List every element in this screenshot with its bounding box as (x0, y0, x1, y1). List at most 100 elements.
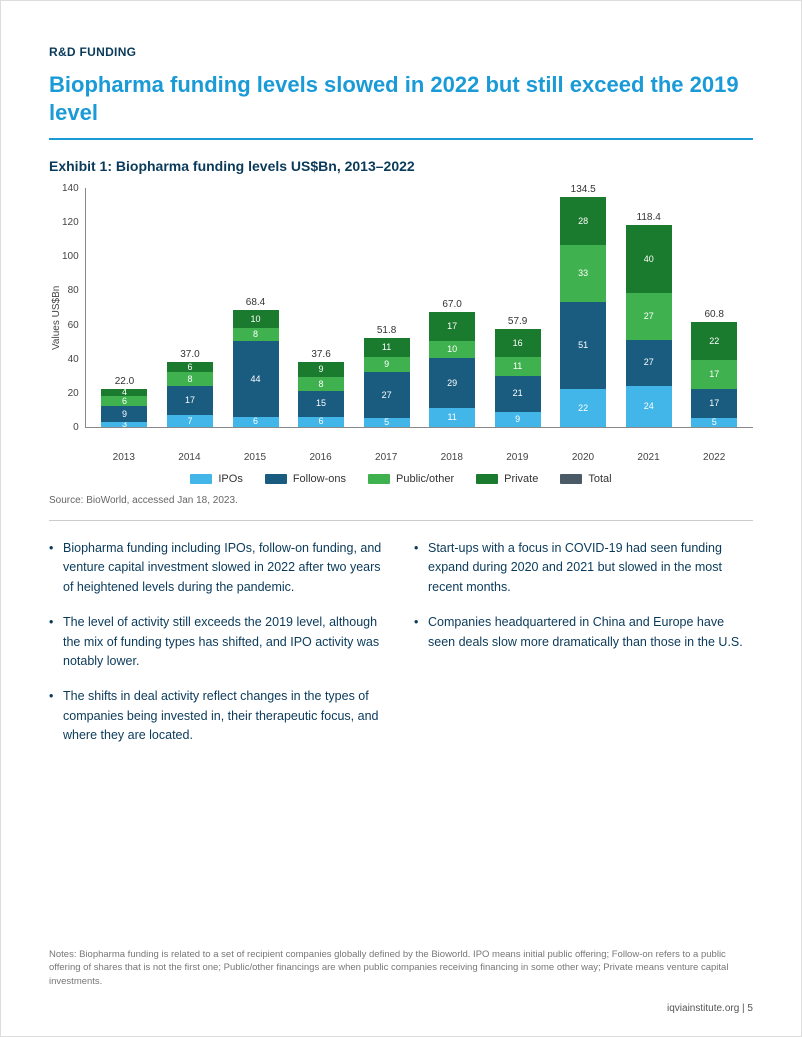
bar: 5171722 (691, 322, 737, 427)
bar-segment-label: 10 (447, 345, 457, 354)
legend-label: Public/other (396, 473, 454, 485)
bar-segment-label: 6 (187, 363, 192, 372)
legend-item: Public/other (368, 473, 454, 485)
page-title: Biopharma funding levels slowed in 2022 … (49, 71, 753, 126)
bar-segment-label: 17 (185, 396, 195, 405)
bar-segment: 17 (429, 312, 475, 341)
bar-segment-label: 15 (316, 399, 326, 408)
legend-swatch (560, 474, 582, 484)
bar-segment-label: 6 (319, 417, 324, 426)
legend-item: Total (560, 473, 611, 485)
bar-group: 60.85171722 (690, 309, 738, 427)
bar-segment: 40 (626, 225, 672, 294)
bar-segment: 5 (364, 418, 410, 427)
bullet-columns: Biopharma funding including IPOs, follow… (49, 539, 753, 761)
bar-segment: 28 (560, 197, 606, 245)
bar-segment-label: 9 (384, 360, 389, 369)
bar-segment-label: 8 (187, 375, 192, 384)
bar-total-label: 51.8 (377, 325, 396, 336)
bullet-item: Companies headquartered in China and Eur… (414, 613, 753, 652)
bar-segment: 27 (626, 340, 672, 386)
bar-segment: 9 (495, 412, 541, 427)
bar-segment-label: 27 (644, 358, 654, 367)
legend-swatch (265, 474, 287, 484)
bar-total-label: 22.0 (115, 376, 134, 387)
exhibit-title: Exhibit 1: Biopharma funding levels US$B… (49, 158, 753, 174)
legend-swatch (368, 474, 390, 484)
bar-segment-label: 4 (122, 388, 127, 397)
bar-segment-label: 9 (122, 410, 127, 419)
legend-item: Private (476, 473, 538, 485)
bullet-item: Start-ups with a focus in COVID-19 had s… (414, 539, 753, 597)
chart-legend: IPOs Follow-ons Public/other Private Total (49, 473, 753, 485)
legend-item: IPOs (190, 473, 242, 485)
bar-segment-label: 6 (122, 397, 127, 406)
bar-total-label: 37.6 (311, 349, 330, 360)
bar-segment: 8 (298, 377, 344, 391)
y-axis-label: Values US$Bn (49, 188, 62, 448)
bar-segment: 21 (495, 376, 541, 412)
x-tick: 2014 (165, 452, 213, 463)
bar-segment-label: 33 (578, 269, 588, 278)
bar-segment-label: 8 (253, 330, 258, 339)
bar-segment: 33 (560, 245, 606, 302)
bar-segment-label: 29 (447, 379, 457, 388)
bar-segment-label: 44 (251, 375, 261, 384)
bar-total-label: 60.8 (705, 309, 724, 320)
bar-segment: 27 (364, 372, 410, 418)
bar: 921 11 16 (495, 329, 541, 427)
page-footer: iqviainstitute.org | 5 (667, 1003, 753, 1014)
bar-segment: 9 (101, 406, 147, 421)
bar: 22 51 33 28 (560, 197, 606, 427)
legend-swatch (476, 474, 498, 484)
bar: 11291017 (429, 312, 475, 427)
bullet-item: Biopharma funding including IPOs, follow… (49, 539, 388, 597)
section-label: R&D FUNDING (49, 45, 753, 59)
bar-group: 37.0 7 17 8 6 (166, 349, 214, 427)
bar: 6 15 8 9 (298, 362, 344, 427)
bar-segment: 22 (691, 322, 737, 360)
bar-group: 51.8527911 (363, 325, 411, 427)
bar-total-label: 67.0 (442, 299, 461, 310)
bar-segment-label: 51 (578, 341, 588, 350)
legend-label: Private (504, 473, 538, 485)
legend-swatch (190, 474, 212, 484)
legend-label: Follow-ons (293, 473, 346, 485)
bullets-left: Biopharma funding including IPOs, follow… (49, 539, 388, 761)
bar-segment-label: 8 (319, 380, 324, 389)
bar-segment: 6 (167, 362, 213, 372)
bar-segment: 10 (429, 341, 475, 358)
chart-plot: 22.0396437.07178668.464481037.66158951.8… (86, 188, 753, 428)
x-axis: 2013201420152016201720182019202020212022 (85, 448, 753, 463)
bar-total-label: 37.0 (180, 349, 199, 360)
bar-segment-label: 22 (709, 337, 719, 346)
bar-segment: 15 (298, 391, 344, 417)
bar-group: 37.6 6 15 8 9 (297, 349, 345, 427)
x-tick: 2018 (428, 452, 476, 463)
bar-segment: 27 (626, 293, 672, 339)
bar-segment-label: 22 (578, 404, 588, 413)
bullets-right: Start-ups with a focus in COVID-19 had s… (414, 539, 753, 761)
bar-segment-label: 28 (578, 217, 588, 226)
bar-segment: 22 (560, 389, 606, 427)
x-tick: 2016 (297, 452, 345, 463)
bar-segment-label: 6 (253, 417, 258, 426)
bar-group: 68.4644810 (232, 297, 280, 427)
bar-segment: 8 (167, 372, 213, 386)
legend-label: IPOs (218, 473, 242, 485)
legend-label: Total (588, 473, 611, 485)
bar-segment-label: 40 (644, 255, 654, 264)
bar-total-label: 68.4 (246, 297, 265, 308)
bar-segment-label: 24 (644, 402, 654, 411)
bar-segment: 6 (233, 417, 279, 427)
bar-segment: 6 (298, 417, 344, 427)
bar-segment-label: 11 (513, 362, 522, 371)
bar-segment-label: 17 (709, 399, 719, 408)
bar-segment-label: 7 (187, 417, 192, 426)
bar-segment: 9 (298, 362, 344, 377)
bullet-item: The shifts in deal activity reflect chan… (49, 687, 388, 745)
bar-segment: 8 (233, 328, 279, 342)
bar-segment: 16 (495, 329, 541, 356)
bar-segment: 11 (495, 357, 541, 376)
bar-group: 134.522513328 (559, 184, 607, 427)
